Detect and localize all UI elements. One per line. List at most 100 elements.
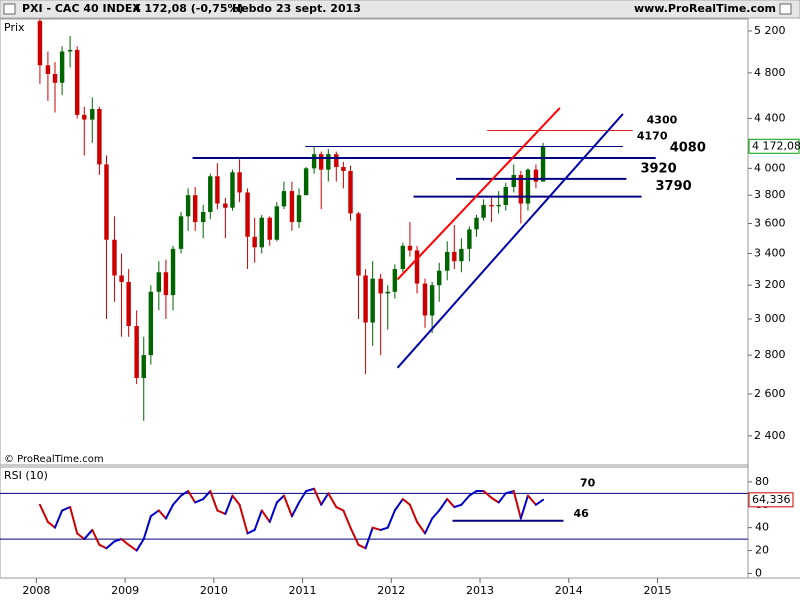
rsi-segment (180, 490, 190, 497)
rsi-segment (497, 492, 507, 504)
rsi-segment (416, 520, 427, 535)
candle-body (37, 20, 43, 66)
rsi-segment (519, 494, 529, 520)
y-tick-label: 4 800 (754, 66, 786, 79)
candle-body (363, 275, 368, 323)
candle-body (407, 245, 413, 251)
rsi-segment (379, 526, 389, 531)
candle-body (274, 206, 280, 240)
x-tick-label: 2011 (289, 584, 317, 597)
rsi-plot (0, 487, 748, 552)
candle-body (90, 108, 95, 120)
rsi-title: RSI (10) (4, 469, 48, 482)
x-tick-label: 2008 (22, 584, 50, 597)
header-bar (0, 0, 800, 19)
rsi-segment (76, 532, 86, 541)
candle-body (67, 49, 73, 52)
rsi-segment (224, 494, 234, 515)
candle-body (112, 239, 117, 276)
rsi-segment (342, 509, 352, 529)
rsi-segment (164, 503, 175, 520)
menu-icon[interactable] (3, 3, 16, 15)
support-label: 46 (573, 507, 589, 520)
panel-label: Prix (4, 21, 25, 34)
rsi-segment (209, 490, 219, 512)
candle-body (467, 229, 472, 249)
y-tick-label: 2 600 (754, 387, 786, 400)
rsi-segment (386, 509, 396, 529)
candle-body (82, 114, 87, 120)
y-tick-label: 4 000 (754, 161, 786, 174)
candle-body (200, 212, 206, 223)
rsi-segment (526, 494, 537, 506)
candle-body (348, 170, 353, 214)
rsi-segment (216, 509, 227, 515)
rsi-segment (357, 543, 367, 550)
candle-body (74, 49, 80, 115)
candle-body (252, 236, 257, 248)
credit: © ProRealTime.com (4, 454, 104, 465)
rsi-segment (194, 498, 205, 504)
trendline (396, 107, 561, 281)
rsi-segment (238, 503, 249, 535)
candle-body (97, 108, 102, 165)
candle-body (59, 51, 65, 83)
rsi-segment (364, 526, 374, 550)
rsi-segment (349, 526, 360, 546)
level-label: 4170 (637, 130, 668, 143)
candle-body (230, 172, 235, 208)
rsi-segment (127, 543, 138, 552)
price-panel (0, 18, 749, 466)
rsi-segment (460, 494, 471, 506)
candle-body (318, 154, 324, 170)
candle-body (370, 278, 375, 323)
rsi-segment (253, 509, 263, 531)
candle-body (356, 213, 361, 276)
rsi-segment (504, 490, 515, 495)
y-tick-label: 3 800 (754, 188, 786, 201)
level-label: 3920 (640, 161, 676, 176)
candle-body (163, 272, 169, 296)
rsi-segment (320, 492, 330, 506)
rsi-segment (313, 487, 323, 506)
candle-body (474, 217, 479, 230)
rsi-segment (142, 515, 152, 541)
rsi-segment (446, 498, 456, 509)
rsi-segment (282, 494, 293, 518)
y-tick-label: 40 (755, 521, 769, 534)
rsi-segment (54, 509, 64, 529)
level-label: 4080 (670, 140, 706, 155)
rsi-segment (157, 509, 167, 520)
y-tick-label: 3 400 (754, 246, 786, 259)
y-tick-label: 80 (755, 475, 769, 488)
candle-body (215, 176, 220, 204)
candle-body (185, 195, 191, 217)
quote: 4 172,08 (-0,75%) (133, 2, 244, 15)
rsi-panel (0, 466, 749, 579)
candle-body (452, 251, 457, 262)
rsi-segment (408, 503, 419, 523)
rsi-segment (275, 494, 285, 504)
candle-body (303, 168, 309, 196)
y-tick-label: 0 (755, 566, 762, 579)
rsi-segment (305, 487, 316, 493)
settings-icon[interactable] (779, 3, 792, 15)
candle-body (148, 291, 154, 356)
candle-body (326, 154, 331, 170)
rsi-segment (335, 506, 345, 512)
y-tick-label: 2 800 (754, 348, 786, 361)
rsi-segment (202, 490, 212, 501)
candle-body (511, 174, 516, 187)
candle-body (444, 251, 450, 271)
x-tick-label: 2014 (555, 584, 583, 597)
candle-body (296, 195, 302, 223)
rsi-segment (298, 490, 308, 504)
rsi-segment (490, 496, 500, 504)
rsi-segment (453, 503, 463, 509)
last-price-tag (748, 138, 800, 154)
last-price-label: 4 172,08 (752, 139, 800, 152)
candle-body (245, 192, 250, 237)
rsi-segment (135, 538, 145, 552)
candle-body (192, 195, 198, 223)
rsi-segment (424, 517, 434, 535)
